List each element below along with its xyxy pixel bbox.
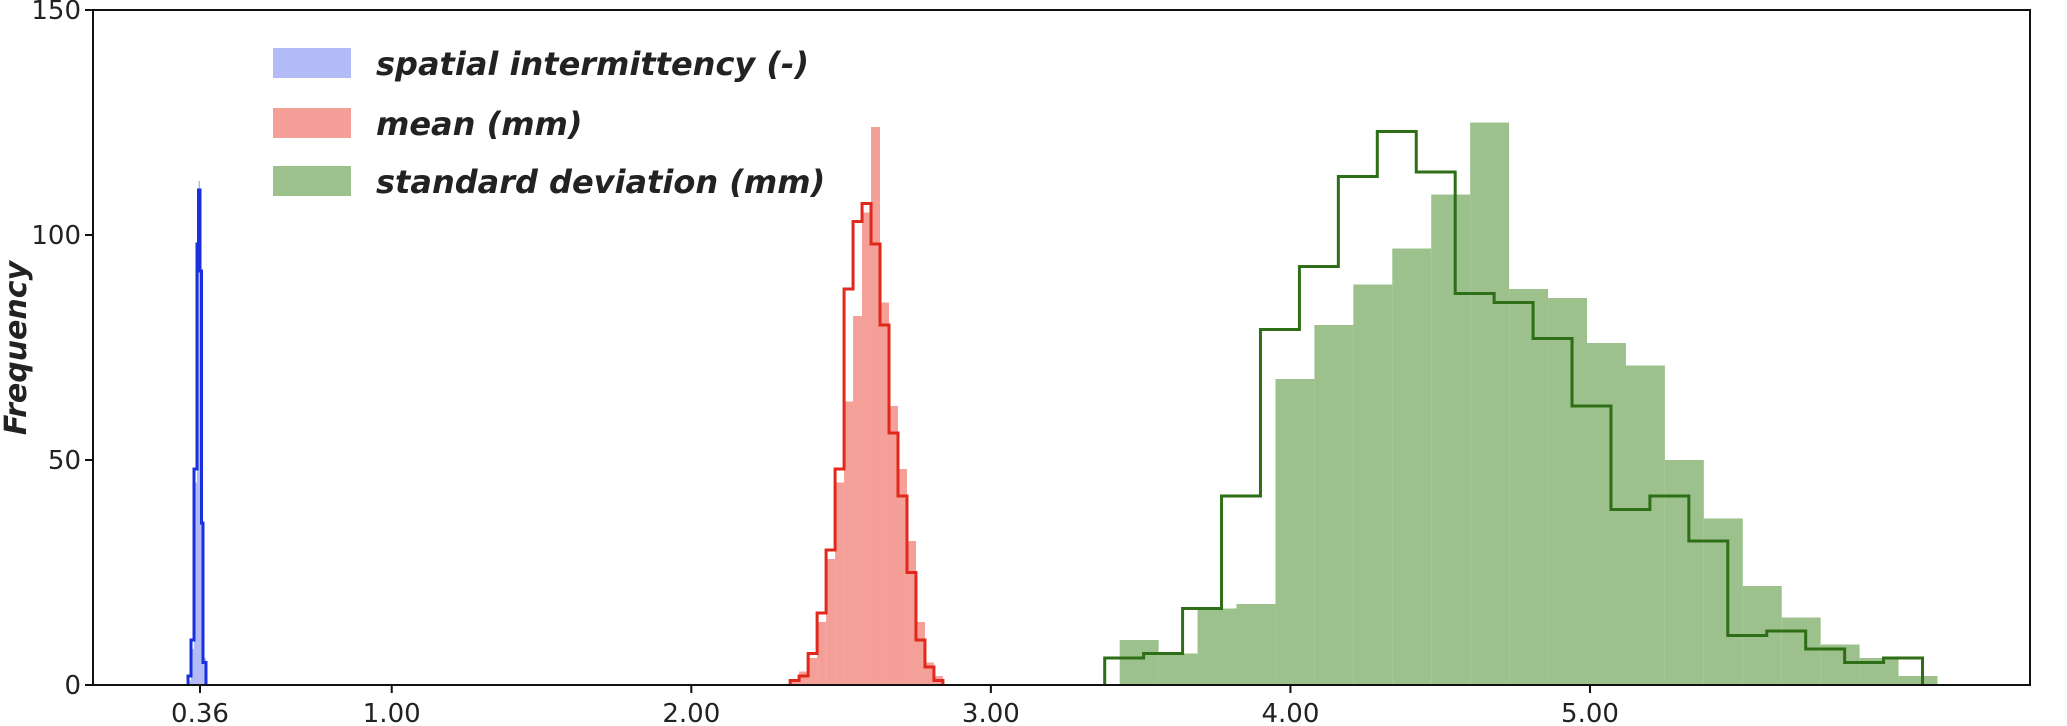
histogram-bar-series-3 <box>1587 343 1626 685</box>
histogram-bar-series-2 <box>835 482 845 685</box>
histogram-bar-series-3 <box>1625 365 1665 685</box>
plot-frame <box>92 9 2031 686</box>
histogram-bar-series-3 <box>1470 122 1510 685</box>
x-tick-label: 4.00 <box>1261 699 1319 726</box>
histogram-bar-series-3 <box>1548 298 1588 685</box>
histogram-bar-series-1 <box>197 257 199 685</box>
histogram-bar-series-3 <box>1119 640 1159 685</box>
step-outline-series-3 <box>1103 130 1925 685</box>
x-tick-label: 0.36 <box>171 699 229 726</box>
x-tick-label: 2.00 <box>662 699 720 726</box>
histogram-bar-series-3 <box>1392 248 1432 685</box>
histogram-bar-series-2 <box>897 469 907 685</box>
histogram-bar-series-2 <box>880 302 890 685</box>
legend-swatch-1 <box>273 48 351 78</box>
histogram-bar-series-2 <box>915 622 925 685</box>
histogram-bar-series-2 <box>862 212 872 685</box>
histogram-bar-series-3 <box>1275 379 1315 685</box>
legend-label-3: standard deviation (mm) <box>376 163 825 201</box>
legend-swatch-2 <box>273 108 351 138</box>
histogram-bar-series-3 <box>1664 460 1704 685</box>
x-tick-label: 5.00 <box>1561 699 1619 726</box>
legend: spatial intermittency (-) mean (mm) standa… <box>273 45 825 201</box>
y-axis-ticks: 0 50 100 150 <box>31 0 93 701</box>
y-tick-label: 150 <box>31 0 81 26</box>
histogram-bar-series-2 <box>871 127 881 685</box>
histogram-bar-series-3 <box>1898 676 1938 685</box>
y-tick-label: 50 <box>48 446 81 476</box>
y-axis-label: Frequency <box>0 259 34 435</box>
steps-layer <box>186 130 1925 685</box>
step-outline-series-1 <box>186 188 208 685</box>
histogram-bar-series-3 <box>1314 325 1354 685</box>
histogram-bar-series-2 <box>799 671 809 685</box>
y-tick-label: 100 <box>31 221 81 251</box>
histogram-bar-series-3 <box>1781 617 1821 685</box>
step-outline-series-2 <box>788 202 945 685</box>
legend-swatch-3 <box>273 166 351 196</box>
histogram-bar-series-2 <box>817 622 827 685</box>
histogram-bar-series-2 <box>889 406 898 685</box>
legend-label-2: mean (mm) <box>376 105 583 143</box>
histogram-bar-series-2 <box>826 559 836 685</box>
histogram-bar-series-3 <box>1431 194 1471 685</box>
histogram-bar-series-3 <box>1353 284 1393 685</box>
histogram-bar-series-2 <box>844 401 854 685</box>
histogram-bar-series-3 <box>1509 289 1549 685</box>
legend-label-1: spatial intermittency (-) <box>376 45 809 83</box>
histogram-bar-series-2 <box>808 658 818 685</box>
bars-layer <box>188 122 1938 685</box>
x-tick-label: 3.00 <box>962 699 1020 726</box>
histogram-bar-series-2 <box>790 680 800 685</box>
y-tick-label: 0 <box>64 671 81 701</box>
histogram-bar-series-3 <box>1820 644 1860 685</box>
histogram-bar-series-3 <box>1703 518 1743 685</box>
histogram-bar-series-1 <box>198 181 200 685</box>
histogram-bar-series-3 <box>1197 608 1237 685</box>
histogram-bar-series-3 <box>1236 604 1276 685</box>
histogram-bar-series-3 <box>1158 653 1198 685</box>
histogram-bar-series-2 <box>924 662 934 685</box>
histogram-bar-series-2 <box>906 541 916 685</box>
histogram-bar-series-2 <box>853 316 863 685</box>
x-axis-ticks: 0.36 1.00 2.00 3.00 4.00 5.00 <box>171 685 1619 726</box>
x-tick-label: 1.00 <box>363 699 421 726</box>
